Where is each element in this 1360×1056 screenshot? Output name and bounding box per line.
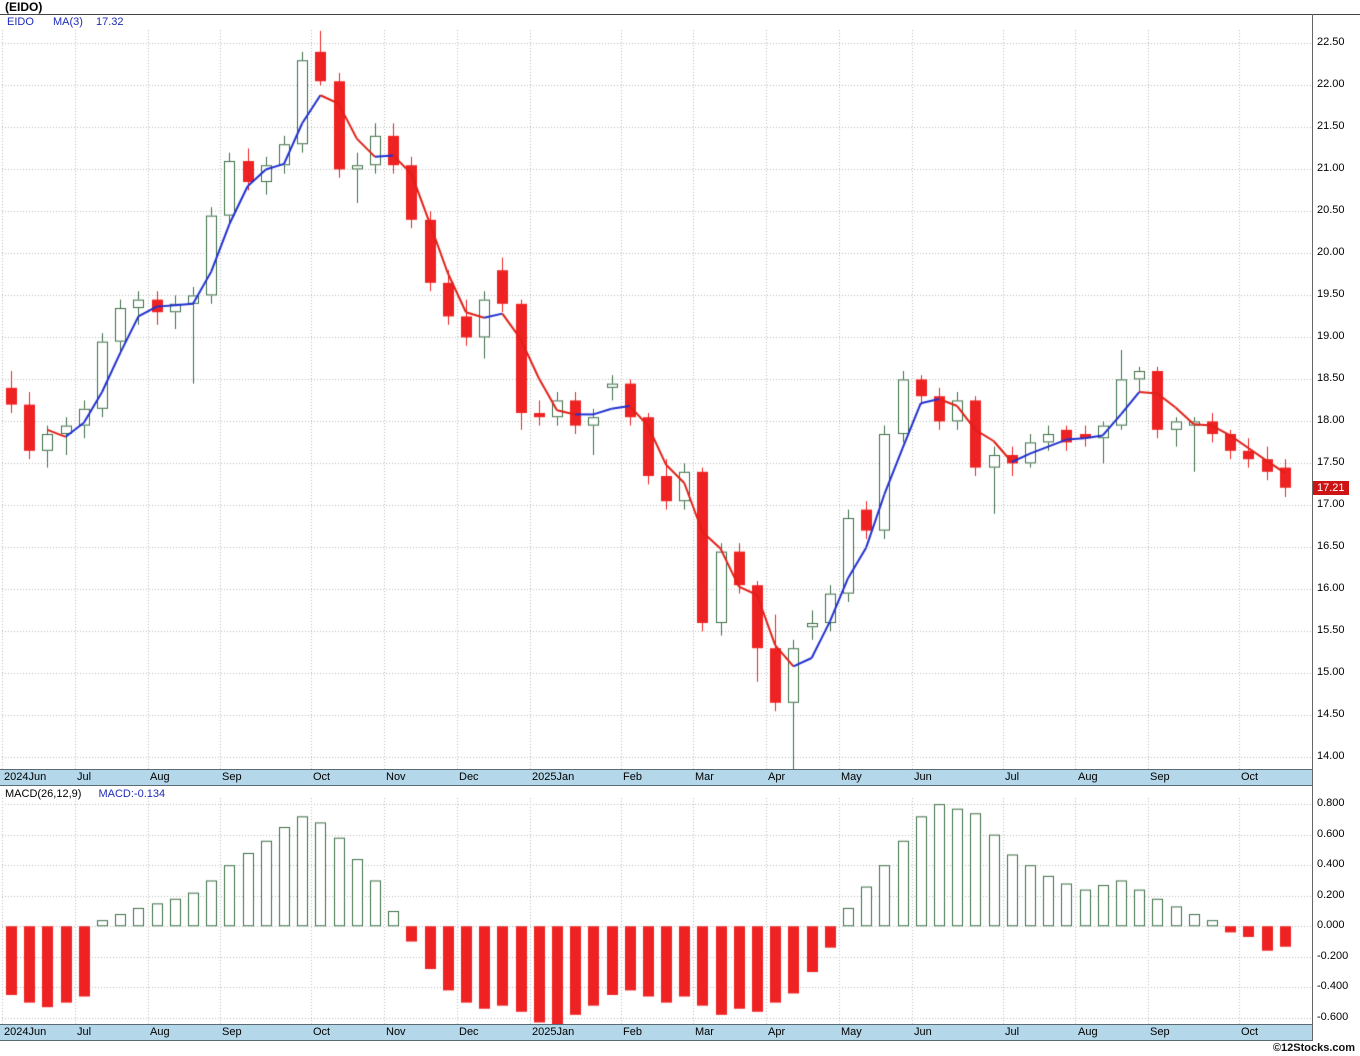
month-axis-macd: 2024Jun Jul Aug Sep Oct Nov Dec 2025Jan Feb Mar Ap…: [0, 1024, 1312, 1041]
month-label: Feb: [623, 1026, 642, 1038]
month-label: 2024Jun: [4, 1026, 47, 1038]
month-label: Jun: [914, 1026, 932, 1038]
month-label: Sep: [222, 1026, 242, 1038]
month-label: Sep: [1150, 1026, 1170, 1038]
month-label: Nov: [386, 771, 406, 783]
month-label: Dec: [459, 1026, 479, 1038]
macd-legend: MACD(26,12,9) MACD:-0.134: [5, 788, 165, 800]
month-label: May: [841, 1026, 862, 1038]
month-label: Oct: [313, 1026, 331, 1038]
macd-label: MACD(26,12,9): [5, 788, 82, 800]
legend-symbol: EIDO: [7, 16, 34, 28]
month-label: May: [841, 771, 862, 783]
month-label: Apr: [768, 771, 786, 783]
month-label: Aug: [1078, 771, 1098, 783]
month-label: Feb: [623, 771, 642, 783]
month-label: Mar: [695, 771, 714, 783]
month-label: Aug: [150, 771, 170, 783]
month-label: Oct: [1241, 1026, 1259, 1038]
month-label: Apr: [768, 1026, 786, 1038]
month-label: Jul: [77, 771, 92, 783]
month-label: 2024Jun: [4, 771, 47, 783]
month-axis-main: 2024Jun Jul Aug Sep Oct Nov Dec 2025Jan Feb Mar Ap…: [0, 769, 1312, 786]
month-label: Jul: [77, 1026, 92, 1038]
page-title: (EIDO): [5, 0, 43, 14]
month-label: Jul: [1005, 1026, 1020, 1038]
month-label: Oct: [1241, 771, 1259, 783]
last-price-tag: 17.21: [1313, 481, 1349, 495]
month-label: Oct: [313, 771, 331, 783]
month-label: Dec: [459, 771, 479, 783]
month-label: 2025Jan: [532, 771, 575, 783]
month-label: Mar: [695, 1026, 714, 1038]
month-label: Jun: [914, 771, 932, 783]
month-label: Nov: [386, 1026, 406, 1038]
month-label: Aug: [150, 1026, 170, 1038]
month-label: Sep: [222, 771, 242, 783]
month-label: Sep: [1150, 771, 1170, 783]
legend-ma-value: 17.32: [95, 16, 124, 28]
right-axis-line: [1312, 14, 1313, 1041]
title-divider: [0, 14, 1360, 15]
month-label: 2025Jan: [532, 1026, 575, 1038]
legend-ma-label: MA(3): [52, 16, 83, 28]
month-label: Aug: [1078, 1026, 1098, 1038]
watermark: ©12Stocks.com: [1272, 1042, 1355, 1054]
month-label: Jul: [1005, 771, 1020, 783]
macd-current-value: MACD:-0.134: [98, 788, 166, 800]
price-legend: EIDO MA(3) 17.32: [7, 16, 124, 28]
